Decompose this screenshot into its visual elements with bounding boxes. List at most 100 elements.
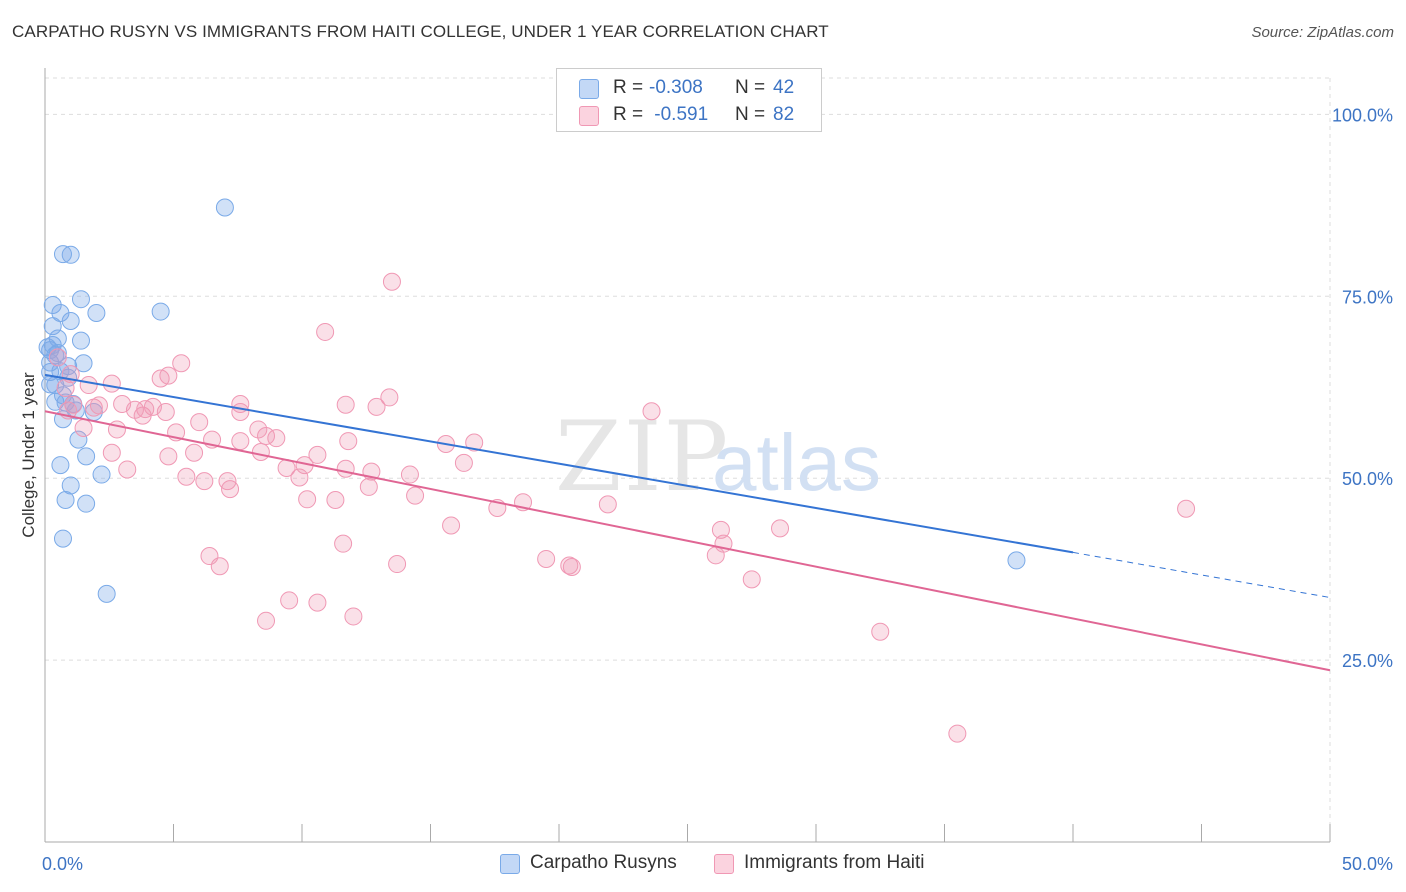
y-tick-label: 75.0% [1342,287,1393,307]
data-point [257,611,276,630]
y-tick-label: 25.0% [1342,651,1393,671]
data-point [454,453,473,472]
y-axis-label: College, Under 1 year [19,372,38,538]
data-point [1177,499,1196,518]
data-point [195,472,214,491]
data-point [406,486,425,505]
data-point [77,494,96,513]
data-point [308,445,327,464]
data-point [711,520,730,539]
r-label: R = [613,77,644,98]
data-point [87,304,106,323]
data-point [71,290,90,309]
data-point [172,354,191,373]
data-point [334,534,353,553]
data-point [53,245,72,264]
data-point [51,456,70,475]
x-tick-label: 50.0% [1342,854,1393,874]
data-point [77,447,96,466]
data-point [382,272,401,291]
data-point [251,442,270,461]
data-point [336,459,355,478]
data-point [46,392,65,411]
data-point [771,519,790,538]
data-point [367,397,386,416]
legend-swatch-blue [500,854,520,874]
data-point [48,344,67,363]
data-point [61,312,80,331]
data-point [151,302,170,321]
data-point [102,443,121,462]
r-label: R = [613,104,644,125]
n-value: 82 [773,104,795,125]
legend-row-immigrants-from-haiti: R = -0.591 N = 82 [557,101,821,129]
data-point [1007,551,1026,570]
data-point [359,477,378,496]
data-point [177,467,196,486]
data-point [562,557,581,576]
data-point [107,420,126,439]
data-point [215,198,234,217]
n-label: N = [735,104,766,125]
data-point [64,395,83,414]
legend-row-carpatho-rusyns: R = -0.308 N = 42 [557,74,821,102]
axes [44,68,1331,843]
watermark-atlas: atlas [712,418,881,507]
data-point [48,348,67,367]
legend-swatch-pink [579,106,599,126]
series-legend: Carpatho Rusyns Immigrants from Haiti [0,852,1406,878]
data-point [465,433,484,452]
data-point [102,374,121,393]
series-immigrants-from-haiti [48,272,1196,743]
data-point [136,400,155,419]
trend-line-immigrants-from-haiti [44,410,1331,672]
chart-title: CARPATHO RUSYN VS IMMIGRANTS FROM HAITI … [12,22,829,41]
data-point [231,432,250,451]
data-point [74,354,93,373]
data-point [257,426,276,445]
data-point [442,516,461,535]
watermark-zip: ZIP [555,401,730,513]
data-point [742,570,761,589]
y-tick-label: 50.0% [1342,469,1393,489]
y-tick-label: 100.0% [1332,105,1393,125]
data-point [298,490,317,509]
series-carpatho-rusyns [38,198,1026,603]
data-point [84,398,103,417]
n-value: 42 [773,77,795,98]
data-point [118,460,137,479]
data-point [92,465,111,484]
data-point [308,593,327,612]
r-value: -0.591 [649,104,709,125]
data-point [380,388,399,407]
data-point [56,491,75,510]
data-point [388,555,407,574]
data-point [159,447,178,466]
data-point [221,480,240,499]
data-point [400,465,419,484]
data-point [280,591,299,610]
data-point [159,366,178,385]
data-point [326,491,345,510]
stats-legend: R = -0.308 N = 42 R = -0.591 N = 82 [556,68,822,132]
trend-lines [44,373,1331,672]
data-point [61,476,80,495]
data-point [598,495,617,514]
data-point [706,546,725,565]
data-point [97,584,116,603]
data-point [339,432,358,451]
data-point [316,322,335,341]
data-point [71,331,90,350]
data-point [61,245,80,264]
legend-label: Immigrants from Haiti [744,852,925,873]
legend-swatch-pink [714,854,734,874]
data-point [185,443,204,462]
data-point [56,378,75,397]
x-tick-labels: 0.0% 50.0% [42,854,1393,874]
data-point [41,375,60,394]
data-point [290,468,309,487]
data-point [69,430,88,449]
source-label[interactable]: Source: ZipAtlas.com [1251,24,1394,41]
r-value: -0.308 [649,77,703,98]
